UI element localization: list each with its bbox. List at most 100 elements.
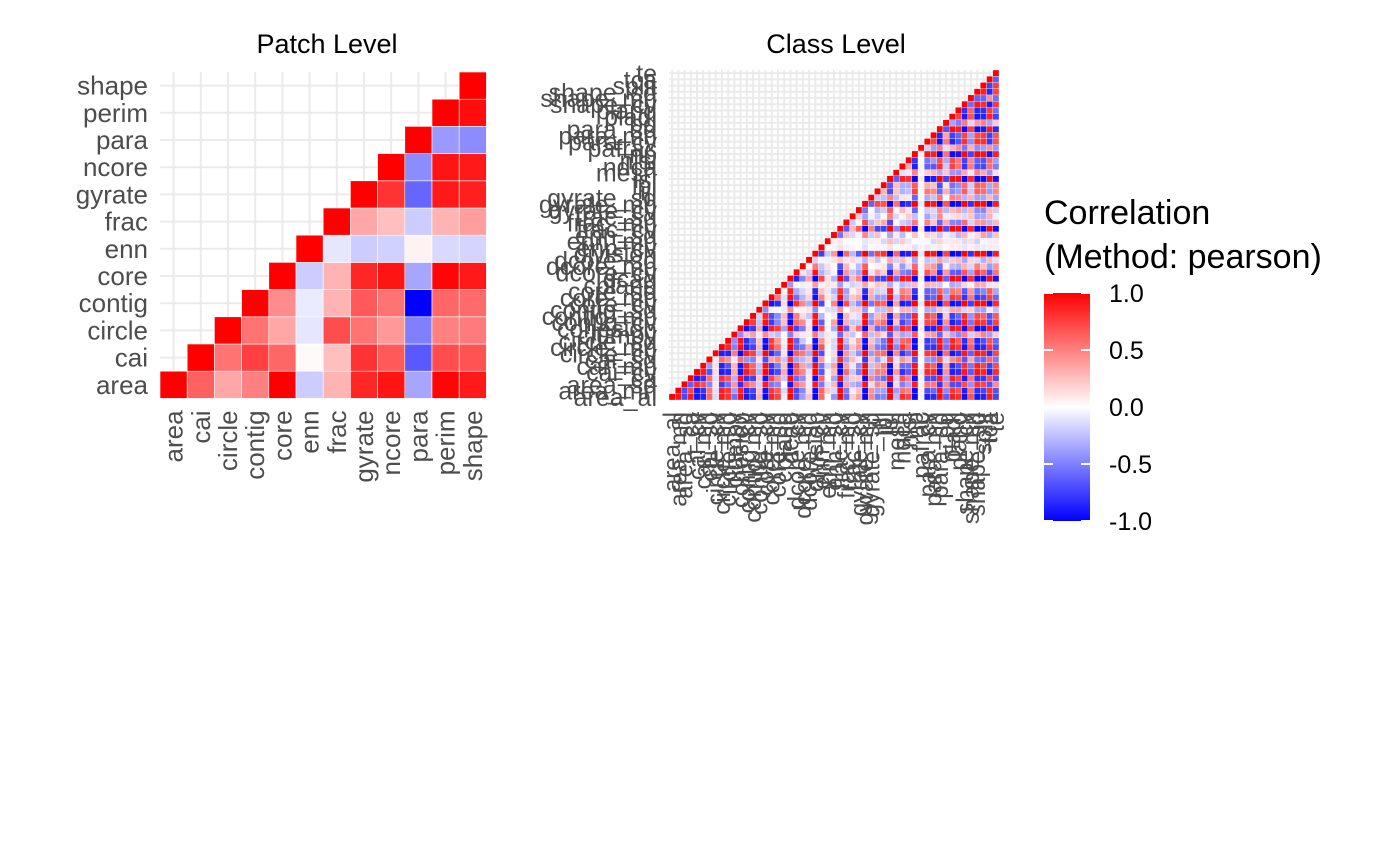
heatmap-cell — [992, 294, 1000, 301]
heatmap-cell — [899, 294, 906, 301]
heatmap-cell — [780, 343, 788, 351]
heatmap-cell — [967, 163, 975, 170]
heatmap-cell — [942, 194, 950, 201]
heatmap-cell — [159, 370, 188, 399]
heatmap-cell — [855, 300, 863, 307]
heatmap-cell — [955, 175, 962, 183]
heatmap-cell — [899, 250, 906, 257]
heatmap-cell — [818, 294, 825, 301]
heatmap-cell — [868, 318, 875, 326]
heatmap-cell — [899, 387, 906, 394]
heatmap-cell — [824, 312, 832, 320]
heatmap-cell — [886, 225, 894, 233]
heatmap-cell — [431, 343, 460, 372]
heatmap-cell — [458, 207, 487, 236]
heatmap-cell — [911, 374, 919, 382]
legend-ticks: 1.00.50.0-0.5-1.0 — [1044, 280, 1152, 536]
heatmap-cell — [992, 387, 1000, 394]
heatmap-cell — [868, 381, 875, 388]
heatmap-cell — [737, 393, 744, 401]
heatmap-cell — [967, 275, 975, 282]
heatmap-cell — [874, 188, 881, 195]
heatmap-cell — [986, 82, 993, 89]
heatmap-cell — [768, 393, 775, 401]
heatmap-cell — [799, 368, 807, 376]
heatmap-cell — [905, 294, 912, 301]
heatmap-cell — [980, 281, 987, 289]
x-tick-label: enn_mn — [815, 412, 842, 499]
heatmap-cell — [849, 275, 856, 282]
heatmap-cell — [855, 343, 863, 351]
heatmap-cell — [855, 331, 863, 338]
heatmap-cell — [955, 200, 962, 208]
heatmap-cell — [880, 237, 888, 245]
heatmap-cell — [936, 387, 944, 394]
heatmap-cell — [849, 318, 856, 326]
heatmap-cell — [980, 374, 987, 382]
heatmap-cell — [880, 374, 888, 382]
heatmap-cell — [911, 368, 919, 376]
heatmap-cell — [986, 76, 993, 83]
heatmap-cell — [836, 387, 844, 394]
x-tick-label: area_sd — [672, 412, 699, 499]
heatmap-cell — [874, 200, 881, 208]
heatmap-cell — [917, 200, 925, 208]
heatmap-cell — [955, 318, 962, 326]
heatmap-cell — [886, 287, 894, 295]
heatmap-cell — [961, 300, 969, 307]
heatmap-cell — [718, 343, 726, 351]
heatmap-cell — [992, 356, 1000, 363]
heatmap-cell — [880, 356, 888, 363]
heatmap-cell — [874, 237, 881, 245]
heatmap-cell — [967, 387, 975, 394]
y-tick-label: para_cv — [568, 129, 657, 157]
heatmap-cell — [942, 362, 950, 370]
heatmap-cell — [917, 144, 925, 152]
heatmap-cell — [917, 343, 925, 351]
heatmap-cell — [756, 381, 763, 388]
x-tick-label: circle — [213, 410, 243, 471]
heatmap-cell — [936, 194, 944, 201]
heatmap-cell — [942, 350, 950, 357]
heatmap-cell — [949, 350, 956, 357]
heatmap-cell — [936, 281, 944, 289]
heatmap-cell — [724, 368, 732, 376]
heatmap-cell — [843, 306, 850, 313]
heatmap-cell — [899, 181, 906, 189]
heatmap-cell — [986, 275, 993, 282]
heatmap-cell — [836, 225, 844, 233]
heatmap-cell — [818, 300, 825, 307]
y-tick-label: core — [97, 261, 148, 291]
heatmap-cell — [404, 316, 433, 345]
heatmap-cell — [917, 169, 925, 176]
heatmap-cell — [905, 200, 912, 208]
heatmap-cell — [793, 300, 800, 307]
heatmap-cell — [924, 331, 931, 338]
heatmap-cell — [955, 144, 962, 152]
y-tick-label: dcore_cv — [556, 259, 658, 287]
x-tick-label: contig_cv — [734, 412, 761, 513]
heatmap-cell — [986, 169, 993, 176]
y-tick-label: enn_sd — [575, 222, 657, 250]
x-tick-label: area_al — [659, 412, 686, 492]
heatmap-cell — [768, 300, 775, 307]
heatmap-cell — [762, 374, 769, 382]
heatmap-cell — [186, 343, 215, 372]
heatmap-cell — [967, 306, 975, 313]
heatmap-cell — [961, 362, 969, 370]
heatmap-cell — [743, 381, 751, 388]
heatmap-cell — [843, 281, 850, 289]
heatmap-cell — [893, 318, 900, 326]
heatmap-cell — [942, 331, 950, 338]
heatmap-cell — [712, 350, 719, 357]
heatmap-cell — [793, 368, 800, 376]
heatmap-cell — [861, 206, 869, 214]
heatmap-cell — [886, 356, 894, 363]
heatmap-cell — [737, 331, 744, 338]
heatmap-cell — [955, 300, 962, 307]
heatmap-cell — [830, 393, 838, 401]
heatmap-cell — [843, 287, 850, 295]
heatmap-cell — [762, 381, 769, 388]
heatmap-cell — [836, 362, 844, 370]
heatmap-cell — [731, 368, 738, 376]
